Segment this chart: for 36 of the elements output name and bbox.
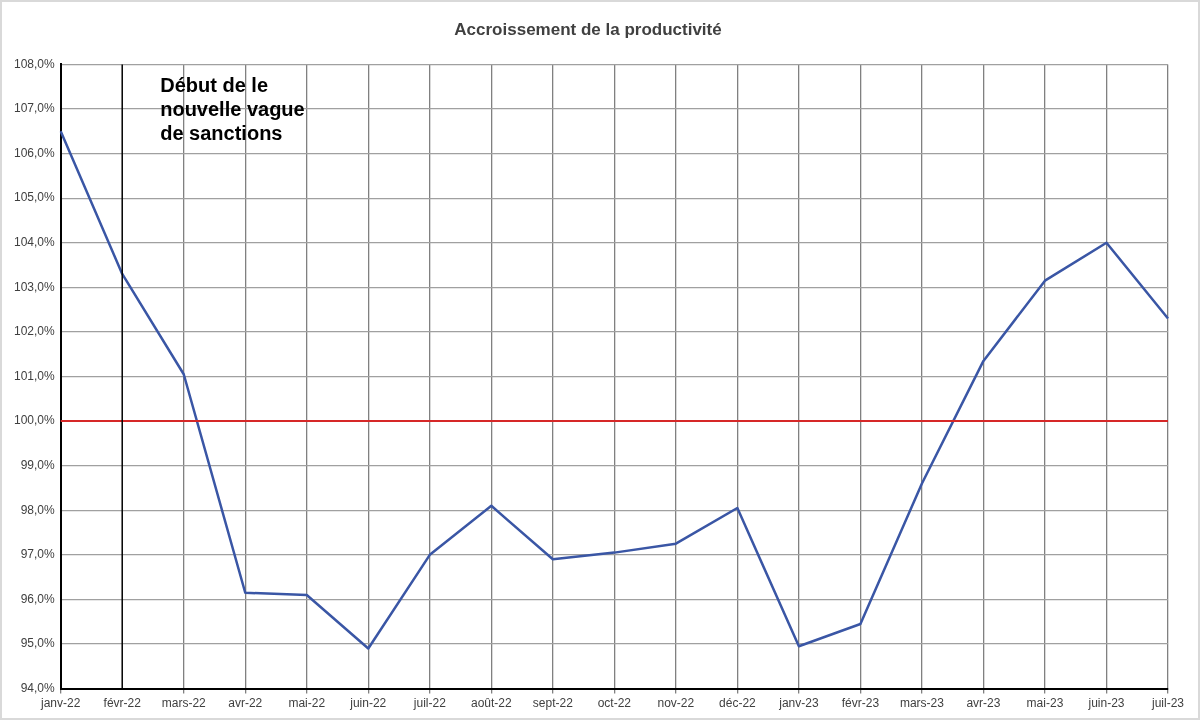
x-tick-label: janv-22: [40, 696, 81, 711]
y-tick-label: 102,0%: [14, 324, 56, 339]
y-tick-label: 100,0%: [14, 413, 56, 428]
ref-line-label: Début de le nouvelle vague de sanctions: [160, 73, 305, 144]
x-tick-label: févr-23: [841, 696, 880, 711]
y-tick-label: 105,0%: [14, 190, 56, 205]
x-tick-label: févr-22: [103, 696, 142, 711]
x-tick-label: juin-23: [1087, 696, 1125, 711]
y-tick-label: 107,0%: [14, 101, 56, 116]
y-tick-label: 99,0%: [20, 457, 56, 472]
y-tick-label: 96,0%: [20, 591, 56, 606]
x-tick-label: nov-22: [657, 696, 695, 711]
x-tick-label: avr-22: [228, 696, 263, 711]
y-tick-label: 106,0%: [14, 145, 56, 160]
x-tick-label: mars-23: [899, 696, 945, 711]
y-tick-label: 101,0%: [14, 368, 56, 383]
x-tick-label: juil-22: [412, 696, 447, 711]
chart-title: Accroissement de la productivité: [454, 19, 722, 39]
x-tick-label: oct-22: [597, 696, 632, 711]
y-tick-label: 98,0%: [20, 502, 56, 517]
x-tick-label: sept-22: [532, 696, 574, 711]
y-tick-label: 94,0%: [20, 680, 56, 695]
x-tick-label: janv-23: [778, 696, 819, 711]
x-tick-label: déc-22: [719, 696, 757, 711]
y-tick-label: 103,0%: [14, 279, 56, 294]
y-tick-label: 104,0%: [14, 235, 56, 250]
x-tick-label: mai-22: [288, 696, 326, 711]
x-tick-label: juin-22: [349, 696, 387, 711]
x-tick-label: mars-22: [161, 696, 207, 711]
x-tick-label: juil-23: [1150, 696, 1185, 711]
y-tick-label: 95,0%: [20, 636, 56, 651]
x-tick-label: mai-23: [1026, 696, 1064, 711]
x-tick-label: août-22: [470, 696, 512, 711]
y-tick-label: 97,0%: [20, 547, 56, 562]
x-tick-label: avr-23: [966, 696, 1001, 711]
y-tick-label: 108,0%: [14, 56, 56, 71]
